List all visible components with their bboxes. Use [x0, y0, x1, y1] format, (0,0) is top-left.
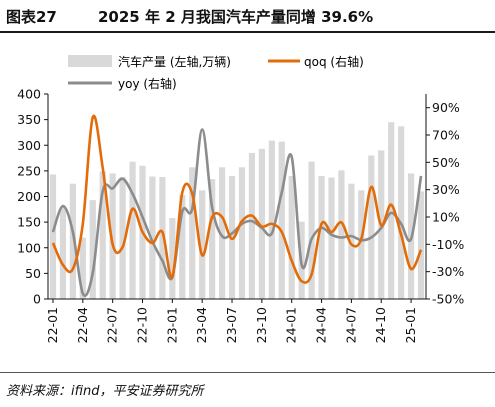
left-axis-tick-label: 100 [17, 240, 41, 255]
x-axis-tick-label: 23-04 [194, 307, 209, 343]
legend: 汽车产量 (左轴,万辆) qoq (右轴) yoy (右轴) [68, 54, 364, 91]
x-axis-tick-label: 23-01 [164, 307, 179, 343]
title-rule [0, 31, 495, 33]
production-bar [348, 183, 355, 299]
source-rule [0, 372, 495, 373]
right-axis-tick-label: 70% [432, 128, 460, 143]
production-bar [79, 237, 86, 299]
production-bar [179, 194, 186, 299]
x-axis-tick-label: 25-01 [403, 307, 418, 343]
production-bar [129, 161, 136, 299]
x-axis-tick-label: 22-01 [45, 307, 60, 343]
figure-title: 图表27 2025 年 2 月我国汽车产量同增 39.6% [6, 6, 373, 27]
left-axis-tick-label: 250 [17, 163, 41, 178]
legend-label-production: 汽车产量 (左轴,万辆) [118, 54, 231, 69]
right-axis-tick-label: -30% [432, 264, 464, 279]
right-axis-tick-label: -10% [432, 237, 464, 252]
figure-number: 图表27 [6, 8, 57, 26]
production-bar [338, 170, 345, 299]
production-bar [209, 179, 216, 299]
production-bar [99, 171, 106, 299]
production-bar [169, 218, 176, 299]
production-bar [89, 200, 96, 299]
yoy-line [51, 128, 423, 297]
qoq-line [51, 114, 423, 284]
production-bar [238, 167, 246, 299]
left-axis-tick-label: 50 [25, 266, 41, 281]
left-axis-tick-label: 200 [17, 189, 41, 204]
x-axis-tick-label: 22-04 [75, 307, 90, 343]
figure-title-text: 2025 年 2 月我国汽车产量同增 39.6% [98, 8, 374, 26]
production-bar [159, 177, 166, 299]
production-bar [388, 122, 395, 299]
left-axis-tick-label: 300 [17, 138, 41, 153]
production-bar [109, 173, 116, 299]
x-axis-tick-label: 24-01 [284, 307, 299, 343]
source-note: 资料来源：ifind，平安证券研究所 [6, 384, 204, 399]
left-axis-tick-label: 350 [17, 112, 41, 127]
production-bar [59, 206, 67, 299]
left-axis-tick-label: 400 [17, 87, 41, 102]
production-bar [268, 140, 275, 299]
production-bar [308, 161, 315, 299]
left-axis-tick-label: 0 [33, 292, 41, 307]
production-bar [248, 152, 256, 299]
x-axis-tick-label: 24-04 [314, 307, 329, 343]
production-bar [288, 176, 295, 299]
right-axis-tick-label: 50% [432, 155, 460, 170]
right-axis-tick-label: -50% [432, 292, 464, 307]
x-axis-tick-label: 23-10 [254, 307, 269, 343]
right-axis-tick-label: 10% [432, 210, 460, 225]
production-bar [358, 190, 365, 299]
x-axis-tick-label: 24-10 [373, 307, 388, 343]
legend-label-yoy: yoy (右轴) [118, 76, 177, 91]
x-axis-tick-label: 24-07 [343, 307, 358, 343]
production-bar [149, 176, 156, 299]
right-axis-tick-label: 30% [432, 182, 460, 197]
production-bar [119, 177, 126, 299]
production-bar [278, 141, 285, 299]
x-axis-tick-label: 22-10 [135, 307, 150, 343]
production-bar [417, 191, 425, 300]
production-bar [219, 167, 226, 299]
x-axis-tick-label: 23-07 [224, 307, 239, 343]
production-bar [258, 148, 265, 299]
production-bar [398, 126, 405, 299]
right-axis-tick-label: 90% [432, 100, 460, 115]
legend-swatch-production [68, 55, 112, 67]
production-bar [69, 183, 76, 299]
production-bar [318, 176, 325, 299]
legend-label-qoq: qoq (右轴) [304, 54, 364, 69]
chart-area: 汽车产量 (左轴,万辆) qoq (右轴) yoy (右轴) 0 50 100 150… [17, 54, 464, 343]
production-bar [199, 190, 206, 299]
left-axis-tick-label: 150 [17, 215, 41, 230]
production-bar [49, 174, 57, 299]
x-axis-tick-label: 22-07 [105, 307, 120, 343]
production-bar [189, 167, 196, 299]
production-bar [328, 177, 335, 299]
production-bar [368, 155, 375, 299]
